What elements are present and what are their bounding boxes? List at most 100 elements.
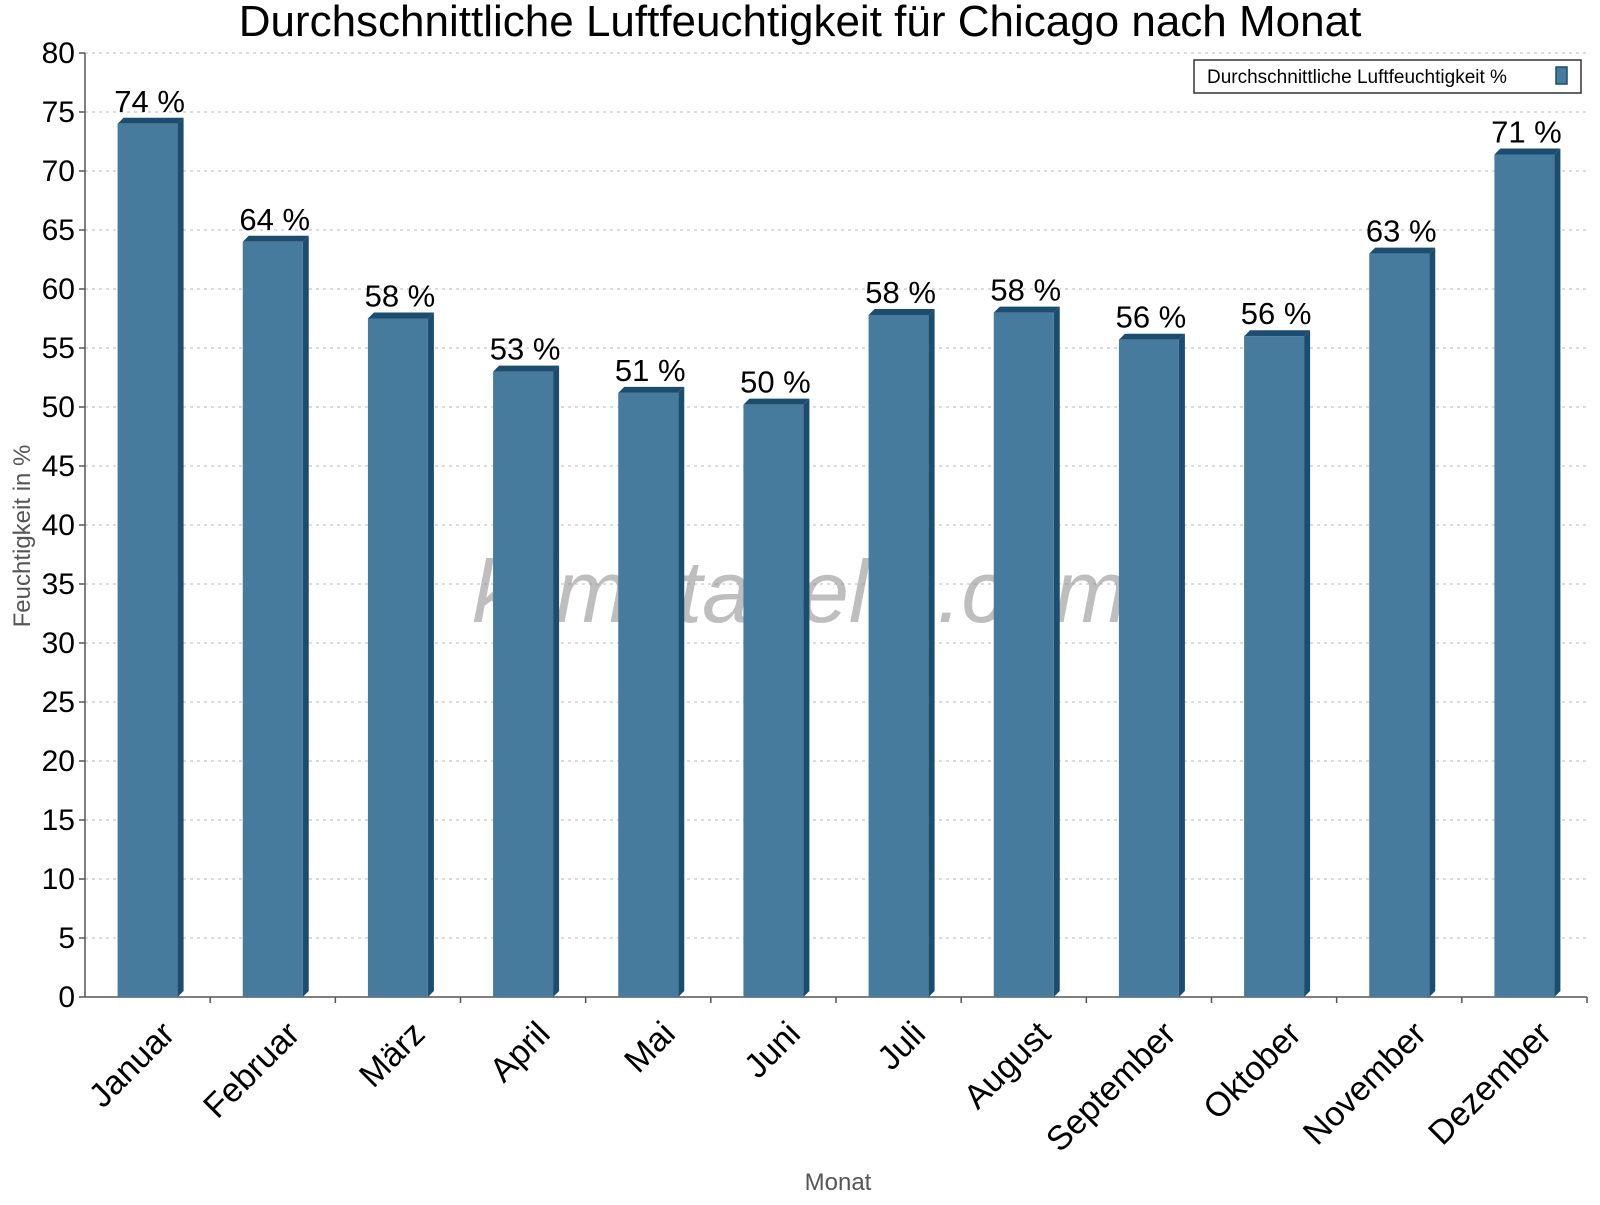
y-tick-label: 5	[58, 922, 75, 955]
y-tick-label: 25	[42, 686, 75, 719]
bar-side	[1178, 333, 1185, 997]
bar	[493, 365, 560, 998]
bar-side	[1429, 247, 1436, 998]
bar	[1244, 330, 1311, 997]
y-tick-label: 65	[42, 214, 75, 247]
data-label: 58 %	[990, 273, 1061, 308]
bar	[367, 312, 434, 997]
bar-top	[493, 365, 560, 372]
x-tick-label: September	[1039, 1015, 1183, 1159]
data-label: 50 %	[740, 365, 811, 400]
y-tick-label: 35	[42, 568, 75, 601]
bar	[993, 306, 1060, 998]
y-tick-label: 80	[42, 37, 75, 70]
y-axis-title: Feuchtigkeit in %	[9, 445, 36, 628]
data-label: 74 %	[114, 84, 185, 119]
bar-front	[493, 371, 554, 998]
bar-top	[618, 386, 685, 393]
bar-side	[803, 398, 810, 997]
bar-side	[427, 312, 434, 997]
x-axis: Januar Februar März April Mai Juni Juli AugustS…	[82, 996, 1588, 1159]
bar-top	[242, 235, 309, 242]
bar-front	[1118, 339, 1179, 997]
gridlines	[85, 52, 1587, 939]
chart-title: Durchschnittliche Luftfeuchtigkeit für C…	[239, 0, 1362, 46]
bar-top	[1244, 330, 1311, 337]
bar-top	[1118, 333, 1185, 340]
bar	[242, 235, 309, 998]
legend-label: Durchschnittliche Luftfeuchtigkeit %	[1207, 67, 1507, 88]
x-tick-label: Juli	[870, 1015, 933, 1078]
data-label: 71 %	[1491, 114, 1562, 149]
bar-side	[1554, 148, 1561, 998]
y-tick-label: 20	[42, 745, 75, 778]
data-label: 53 %	[490, 332, 561, 367]
bar	[1369, 247, 1436, 998]
data-label: 58 %	[865, 275, 936, 310]
data-label: 64 %	[239, 202, 310, 237]
x-tick-label: April	[483, 1015, 558, 1090]
bar-front	[868, 314, 929, 998]
bar-top	[993, 306, 1060, 313]
bar-side	[1304, 330, 1311, 997]
y-tick-label: 40	[42, 509, 75, 542]
bar-front	[618, 392, 679, 998]
bar	[1118, 333, 1185, 997]
x-tick-label: Mai	[617, 1015, 683, 1081]
bar-side	[177, 117, 184, 998]
y-tick-label: 55	[42, 332, 75, 365]
bar-front	[1244, 336, 1305, 997]
bar-front	[993, 312, 1054, 998]
bar-top	[117, 117, 184, 124]
x-tick-label: Juni	[737, 1015, 808, 1086]
bar	[618, 386, 685, 998]
bar-front	[367, 318, 428, 997]
y-tick-label: 45	[42, 450, 75, 483]
data-labels: 74 % 64 % 58 % 53 % 51 % 50 % 58 % 58 % 56 % 56 %…	[114, 84, 1562, 400]
bar-side	[553, 365, 560, 998]
legend-swatch	[1555, 66, 1568, 85]
data-label: 58 %	[365, 279, 436, 314]
bar-top	[367, 312, 434, 319]
bar	[868, 308, 935, 998]
y-tick-label: 0	[58, 981, 75, 1014]
y-tick-label: 70	[42, 155, 75, 188]
data-label: 56 %	[1116, 300, 1187, 335]
x-tick-label: Februar	[196, 1015, 307, 1126]
legend: Durchschnittliche Luftfeuchtigkeit %	[1193, 59, 1582, 94]
x-tick-label: Oktober	[1196, 1015, 1308, 1127]
bar-top	[1494, 148, 1561, 155]
y-tick-label: 15	[42, 804, 75, 837]
bar-front	[743, 404, 804, 997]
data-label: 56 %	[1241, 296, 1312, 331]
bar-side	[302, 235, 309, 998]
data-label: 63 %	[1366, 214, 1437, 249]
legend-box	[1193, 59, 1582, 94]
bar-side	[678, 386, 685, 998]
bar	[1494, 148, 1561, 998]
bar-front	[1369, 253, 1430, 998]
x-tick-label: Dezember	[1421, 1015, 1559, 1153]
bar-top	[1369, 247, 1436, 254]
bar	[743, 398, 810, 997]
bar-front	[1494, 154, 1555, 998]
bar-top	[743, 398, 810, 405]
y-axis: 0 5 10 15 20 25 30 35 40 45 50 55 60 65 70 75 80	[42, 37, 86, 1014]
bar-front	[117, 123, 178, 998]
data-label: 51 %	[615, 353, 686, 388]
y-tick-label: 30	[42, 627, 75, 660]
x-axis-title: Monat	[805, 1169, 872, 1196]
bar-front	[242, 241, 303, 998]
bar	[117, 117, 184, 998]
bar-side	[928, 308, 935, 998]
x-tick-label: August	[957, 1014, 1059, 1116]
bar-series	[117, 117, 1561, 998]
y-tick-label: 10	[42, 863, 75, 896]
y-tick-label: 75	[42, 96, 75, 129]
y-tick-label: 50	[42, 391, 75, 424]
x-tick-label: Januar	[82, 1015, 182, 1115]
y-tick-label: 60	[42, 273, 75, 306]
bar-top	[868, 308, 935, 315]
